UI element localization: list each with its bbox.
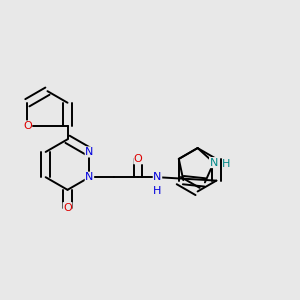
Text: O: O	[134, 154, 142, 164]
Text: N: N	[153, 172, 162, 182]
Text: N: N	[85, 172, 94, 182]
Text: H: H	[222, 159, 230, 169]
Text: O: O	[63, 203, 72, 213]
Text: N: N	[85, 147, 94, 157]
Text: N: N	[209, 158, 218, 168]
Text: O: O	[23, 121, 32, 131]
Text: H: H	[153, 186, 162, 196]
